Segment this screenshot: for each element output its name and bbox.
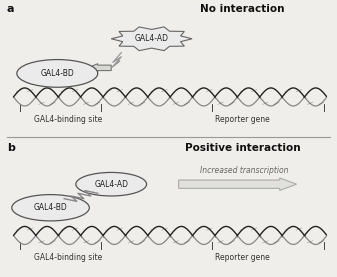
- Text: Positive interaction: Positive interaction: [185, 143, 301, 153]
- Text: GAL4-BD: GAL4-BD: [40, 69, 74, 78]
- Ellipse shape: [76, 172, 147, 196]
- Text: No interaction: No interaction: [201, 4, 285, 14]
- FancyArrow shape: [179, 178, 297, 191]
- Text: GAL4-AD: GAL4-AD: [135, 34, 168, 43]
- Ellipse shape: [12, 194, 89, 221]
- Text: b: b: [7, 143, 14, 153]
- Text: GAL4-binding site: GAL4-binding site: [34, 115, 102, 124]
- Text: GAL4-binding site: GAL4-binding site: [34, 253, 102, 262]
- Text: GAL4-BD: GAL4-BD: [34, 203, 67, 212]
- Polygon shape: [111, 27, 192, 51]
- Text: a: a: [7, 4, 14, 14]
- Text: Increased transcription: Increased transcription: [200, 166, 288, 175]
- Text: Reporter gene: Reporter gene: [215, 115, 270, 124]
- FancyArrow shape: [88, 64, 111, 72]
- Text: Reporter gene: Reporter gene: [215, 253, 270, 262]
- Ellipse shape: [17, 60, 98, 87]
- Text: GAL4-AD: GAL4-AD: [94, 180, 128, 189]
